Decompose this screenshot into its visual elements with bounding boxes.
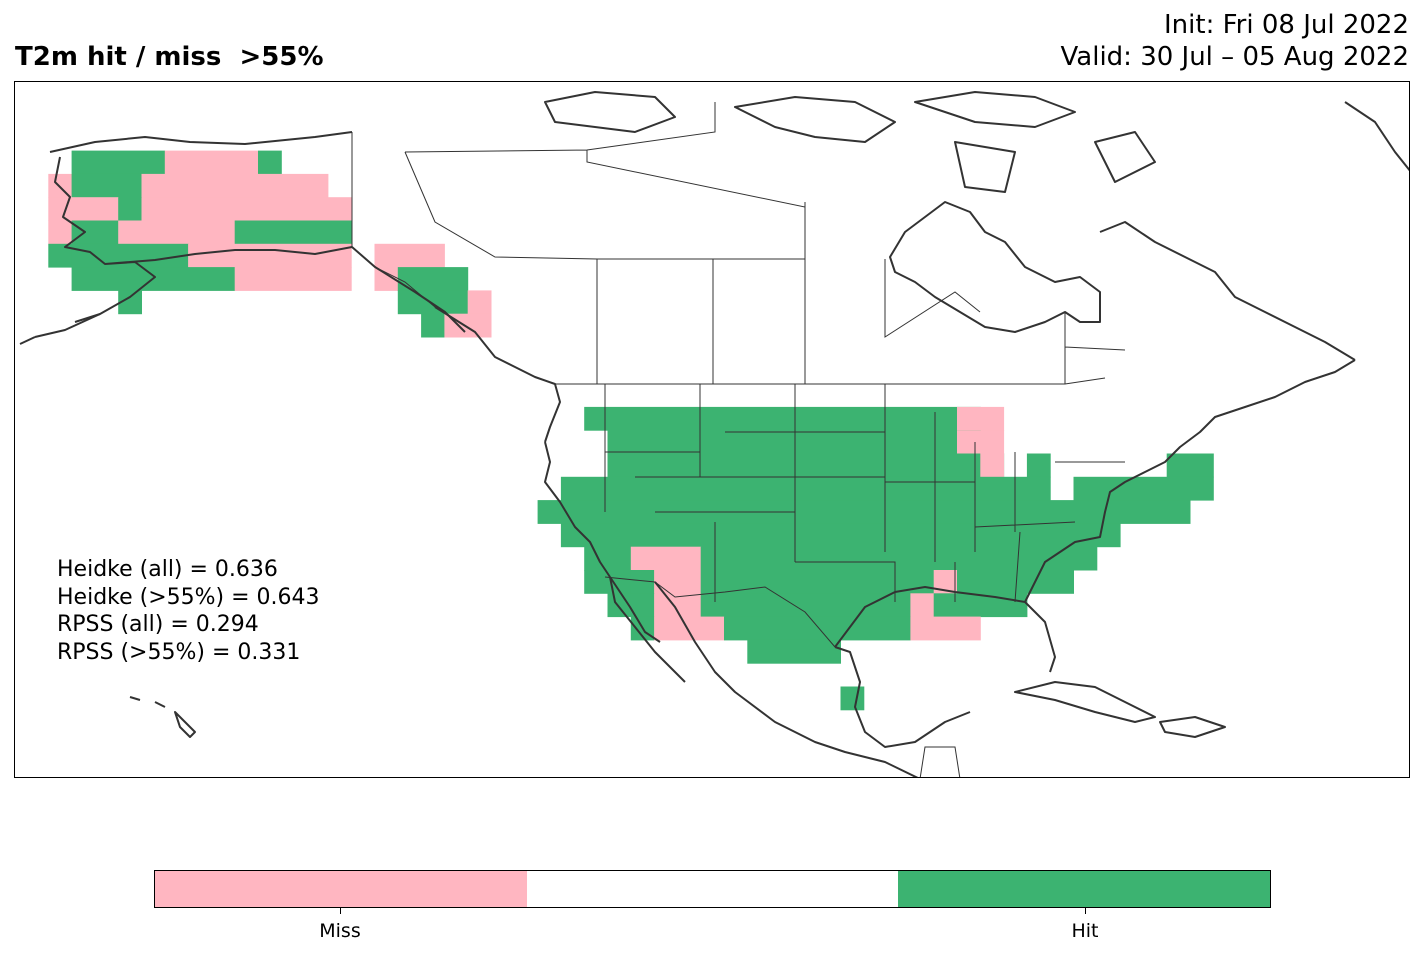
hit-cell bbox=[700, 593, 911, 618]
hit-cell bbox=[71, 173, 142, 198]
us-west-coast bbox=[544, 441, 611, 578]
colorbar-hit-segment bbox=[898, 871, 1271, 907]
hit-cell bbox=[71, 243, 189, 268]
map-canvas bbox=[19, 91, 1409, 777]
colorbar-tick-miss bbox=[340, 908, 341, 914]
cuba-coast bbox=[1014, 681, 1156, 723]
guatemala-border bbox=[919, 746, 961, 777]
mexico-west-coast bbox=[609, 576, 919, 777]
hit-cell bbox=[397, 290, 469, 315]
hit-cell bbox=[747, 639, 841, 664]
hit-cell bbox=[1026, 453, 1051, 478]
miss-cell bbox=[48, 197, 119, 221]
baja-peninsula bbox=[609, 576, 686, 683]
ontario-quebec-border bbox=[1064, 312, 1126, 384]
hit-cell bbox=[71, 150, 166, 175]
init-date: Init: Fri 08 Jul 2022 bbox=[1164, 10, 1409, 40]
coastlines bbox=[19, 91, 1409, 777]
hit-cell bbox=[118, 197, 142, 221]
hit-cell bbox=[607, 593, 655, 618]
colorbar-label-hit: Hit bbox=[1071, 920, 1099, 942]
hit-cell bbox=[48, 243, 73, 268]
miss-cell bbox=[141, 173, 329, 198]
rpss-55: RPSS (>55%) = 0.331 bbox=[57, 639, 301, 665]
hit-cell bbox=[537, 500, 1191, 524]
valid-period: Valid: 30 Jul – 05 Aug 2022 bbox=[1060, 42, 1409, 72]
hit-cell bbox=[607, 430, 981, 454]
miss-cell bbox=[677, 593, 702, 618]
miss-cell bbox=[957, 406, 1005, 431]
hit-cell bbox=[630, 570, 655, 594]
hit-cell bbox=[1073, 476, 1214, 501]
miss-cell bbox=[910, 616, 981, 641]
miss-cell bbox=[910, 593, 935, 618]
greenland-coast bbox=[1344, 101, 1409, 172]
hawaii-islands bbox=[129, 696, 196, 738]
miss-cell bbox=[374, 267, 399, 291]
hit-cell bbox=[258, 150, 282, 175]
miss-cell bbox=[48, 220, 73, 245]
hit-cell bbox=[1166, 453, 1214, 478]
alberta-sask-border bbox=[597, 258, 714, 384]
aleutians bbox=[19, 313, 101, 345]
miss-cell bbox=[467, 290, 492, 315]
miss-cell bbox=[957, 430, 1005, 454]
miss-cell bbox=[980, 453, 1005, 478]
us-state-lines bbox=[604, 384, 1125, 603]
hit-cell bbox=[118, 290, 142, 315]
miss-cell bbox=[654, 570, 702, 594]
gulf-coast bbox=[834, 586, 1056, 748]
skill-scores: Heidke (all) = 0.636 Heidke (>55%) = 0.6… bbox=[57, 556, 320, 666]
colorbar-miss-segment bbox=[155, 871, 527, 907]
hit-cell bbox=[397, 267, 469, 291]
alaska-coast bbox=[34, 131, 466, 338]
hit-cell bbox=[933, 593, 1028, 618]
miss-cell bbox=[630, 546, 702, 571]
hispaniola-coast bbox=[1159, 716, 1226, 738]
colorbar-neutral-segment bbox=[526, 871, 899, 907]
map-frame bbox=[14, 81, 1410, 778]
miss-cell bbox=[933, 570, 958, 594]
us-canada-border bbox=[555, 377, 1106, 385]
hit-cell bbox=[840, 686, 865, 711]
hit-cell bbox=[584, 546, 632, 571]
hit-cell bbox=[607, 453, 1005, 478]
colorbar bbox=[154, 870, 1271, 908]
miss-cell bbox=[141, 197, 352, 221]
hit-cell bbox=[584, 570, 632, 594]
colorbar-label-miss: Miss bbox=[319, 920, 361, 942]
heidke-all: Heidke (all) = 0.636 bbox=[57, 557, 278, 582]
heidke-55: Heidke (>55%) = 0.643 bbox=[57, 584, 320, 610]
miss-cell bbox=[654, 593, 678, 618]
miss-cell bbox=[234, 267, 352, 291]
hudson-bay-coast bbox=[889, 201, 1101, 333]
bc-alberta-border bbox=[404, 151, 598, 384]
hit-cell bbox=[234, 220, 352, 245]
hit-cell bbox=[421, 313, 445, 338]
sask-manitoba-border bbox=[713, 258, 806, 384]
miss-cell bbox=[654, 616, 725, 641]
hit-cell bbox=[700, 546, 1098, 571]
labrador-coast bbox=[1099, 221, 1356, 361]
hit-cell bbox=[724, 616, 911, 641]
miss-cell bbox=[374, 243, 445, 268]
miss-cell bbox=[188, 243, 352, 268]
us-east-coast bbox=[1024, 359, 1356, 603]
manitoba-ontario-border bbox=[804, 202, 981, 338]
miss-cell bbox=[118, 220, 236, 245]
territories-border bbox=[404, 102, 806, 259]
hit-cell bbox=[560, 523, 1121, 548]
hit-cell bbox=[560, 476, 1051, 501]
miss-cell bbox=[164, 150, 259, 175]
pacific-nw-coast bbox=[434, 306, 561, 443]
colorbar-tick-hit bbox=[1085, 908, 1086, 914]
hit-cell bbox=[71, 220, 119, 245]
rpss-all: RPSS (all) = 0.294 bbox=[57, 612, 259, 637]
hit-cell bbox=[584, 406, 981, 431]
arctic-islands bbox=[544, 91, 1156, 193]
hit-cell bbox=[957, 570, 1074, 594]
chart-title: T2m hit / miss >55% bbox=[15, 42, 324, 72]
